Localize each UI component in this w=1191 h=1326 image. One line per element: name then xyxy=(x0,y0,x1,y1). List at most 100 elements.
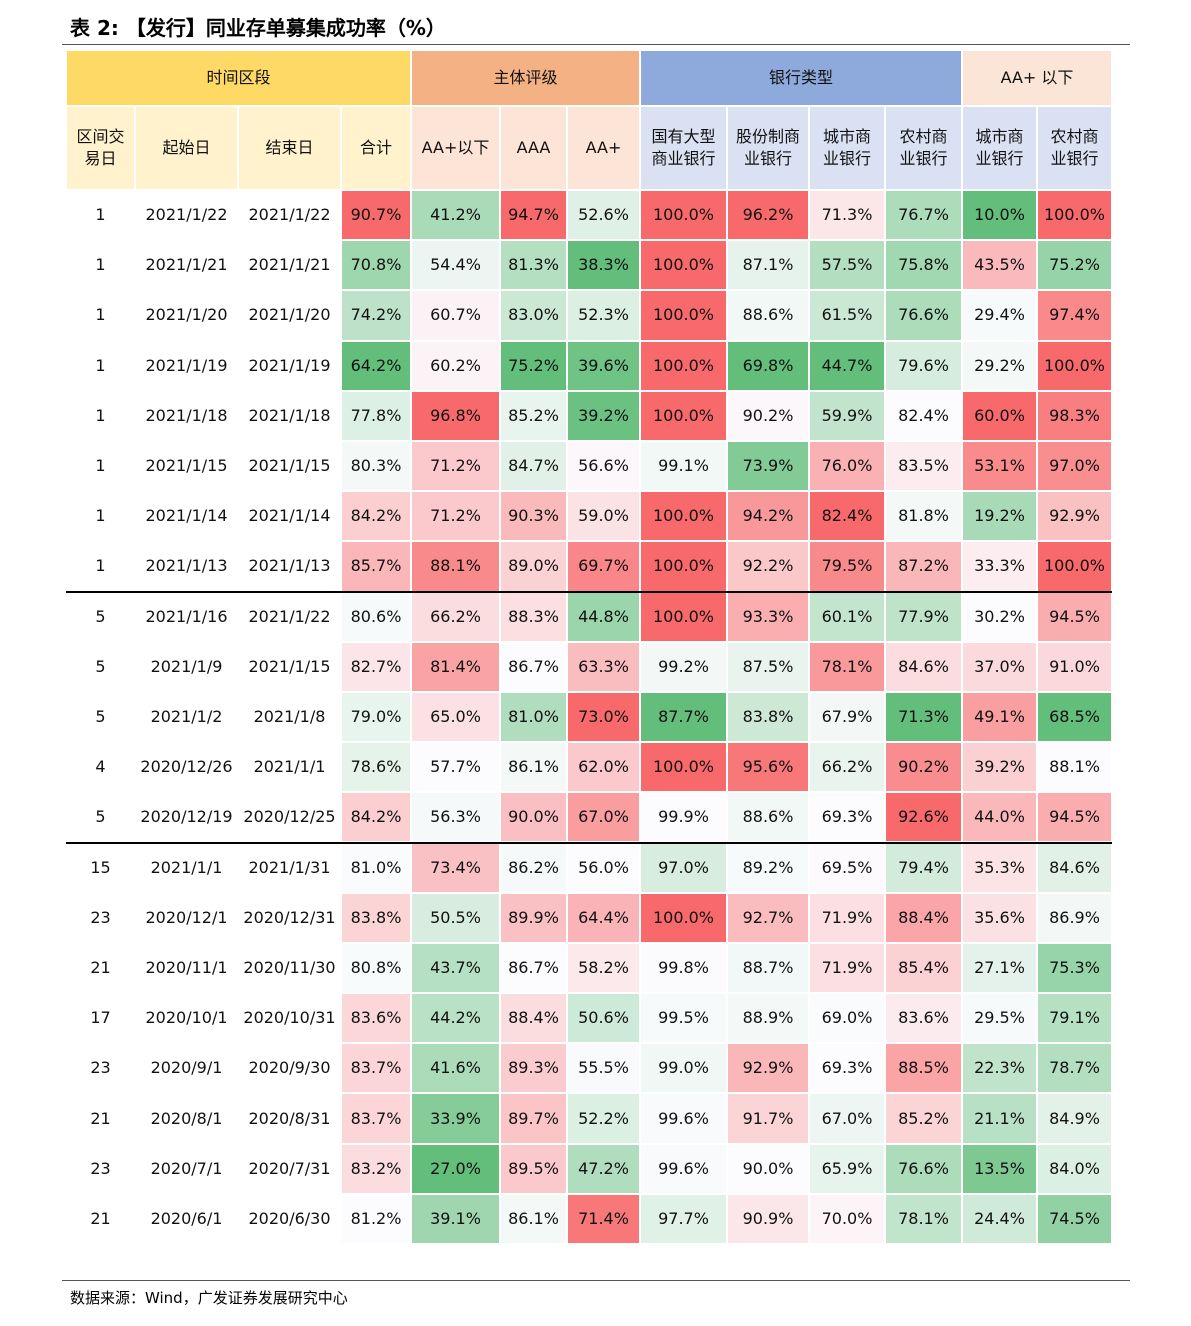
heat-cell: 76.6% xyxy=(885,1143,962,1194)
heat-cell: 71.2% xyxy=(411,440,500,492)
column-header: 农村商 业银行 xyxy=(1037,106,1112,190)
heat-cell: 21.1% xyxy=(962,1093,1037,1144)
heat-cell: 61.5% xyxy=(809,290,885,341)
heat-cell: 89.5% xyxy=(500,1143,567,1194)
heat-cell: 84.7% xyxy=(500,440,567,492)
heat-cell: 100.0% xyxy=(640,491,727,542)
heat-cell: 37.0% xyxy=(962,641,1037,692)
heat-cell: 90.2% xyxy=(727,390,809,441)
table-cell: 1 xyxy=(66,390,135,441)
heat-cell: 88.4% xyxy=(500,993,567,1044)
heat-cell: 88.6% xyxy=(727,792,809,843)
source-note: 数据来源：Wind，广发证券发展研究中心 xyxy=(70,1289,348,1307)
heat-cell: 87.7% xyxy=(640,691,727,743)
heat-cell: 71.3% xyxy=(809,190,885,241)
heat-cell: 86.7% xyxy=(500,641,567,692)
group-header: 主体评级 xyxy=(411,50,640,106)
heat-cell: 69.8% xyxy=(727,340,809,391)
heat-cell: 71.2% xyxy=(411,491,500,542)
group-header: 时间区段 xyxy=(66,50,411,106)
heat-cell: 83.8% xyxy=(341,892,411,943)
heat-cell: 77.8% xyxy=(341,390,411,441)
heat-cell: 88.5% xyxy=(885,1043,962,1094)
heat-cell: 92.7% xyxy=(727,892,809,943)
heat-cell: 27.0% xyxy=(411,1143,500,1194)
heat-cell: 91.0% xyxy=(1037,641,1112,692)
column-header: 国有大型 商业银行 xyxy=(640,106,727,190)
table-cell: 2020/7/31 xyxy=(238,1143,341,1194)
table-cell: 2020/12/31 xyxy=(238,892,341,943)
heat-cell: 90.9% xyxy=(727,1193,809,1244)
table-cell: 2021/1/13 xyxy=(135,541,238,592)
heat-cell: 76.6% xyxy=(885,290,962,341)
heat-cell: 81.0% xyxy=(500,691,567,743)
heat-cell: 100.0% xyxy=(640,541,727,592)
heat-cell: 74.2% xyxy=(341,290,411,341)
heat-cell: 78.1% xyxy=(885,1193,962,1244)
heat-cell: 80.8% xyxy=(341,942,411,994)
table-cell: 2020/12/26 xyxy=(135,742,238,793)
heat-cell: 87.5% xyxy=(727,641,809,692)
column-header: 股份制商 业银行 xyxy=(727,106,809,190)
group-header: 银行类型 xyxy=(640,50,962,106)
heat-cell: 84.6% xyxy=(885,641,962,692)
heat-cell: 67.9% xyxy=(809,691,885,743)
heat-cell: 71.9% xyxy=(809,892,885,943)
table-cell: 23 xyxy=(66,1143,135,1194)
heat-cell: 85.7% xyxy=(341,541,411,592)
table-cell: 1 xyxy=(66,541,135,592)
heat-cell: 100.0% xyxy=(640,892,727,943)
heat-cell: 88.9% xyxy=(727,993,809,1044)
heat-cell: 99.6% xyxy=(640,1093,727,1144)
heat-cell: 90.3% xyxy=(500,491,567,542)
heat-cell: 60.0% xyxy=(962,390,1037,441)
heat-cell: 96.2% xyxy=(727,190,809,241)
heat-cell: 44.0% xyxy=(962,792,1037,843)
heat-cell: 33.3% xyxy=(962,541,1037,592)
heat-cell: 88.3% xyxy=(500,591,567,642)
heat-cell: 100.0% xyxy=(640,240,727,291)
heat-cell: 84.0% xyxy=(1037,1143,1112,1194)
heat-cell: 97.7% xyxy=(640,1193,727,1244)
heat-cell: 99.9% xyxy=(640,792,727,843)
heat-cell: 69.5% xyxy=(809,842,885,893)
column-header: AAA xyxy=(500,106,567,190)
heat-cell: 99.8% xyxy=(640,942,727,994)
column-header: 城市商 业银行 xyxy=(809,106,885,190)
table-cell: 2021/1/22 xyxy=(238,591,341,642)
table-cell: 2021/1/21 xyxy=(238,240,341,291)
heat-cell: 88.6% xyxy=(727,290,809,341)
heat-cell: 39.1% xyxy=(411,1193,500,1244)
table-cell: 2021/1/19 xyxy=(238,340,341,391)
heat-cell: 99.5% xyxy=(640,993,727,1044)
table-cell: 2020/12/19 xyxy=(135,792,238,843)
table-cell: 21 xyxy=(66,1193,135,1244)
heat-cell: 60.2% xyxy=(411,340,500,391)
table-title: 表 2: 【发行】同业存单募集成功率（%） xyxy=(70,16,446,40)
heat-cell: 84.6% xyxy=(1037,842,1112,893)
heat-cell: 59.9% xyxy=(809,390,885,441)
heat-cell: 68.5% xyxy=(1037,691,1112,743)
heat-cell: 52.6% xyxy=(567,190,640,241)
heat-cell: 99.1% xyxy=(640,440,727,492)
column-header: AA+以下 xyxy=(411,106,500,190)
table-cell: 2020/10/1 xyxy=(135,993,238,1044)
heat-cell: 92.9% xyxy=(1037,491,1112,542)
heat-cell: 44.2% xyxy=(411,993,500,1044)
heat-cell: 76.0% xyxy=(809,440,885,492)
heat-cell: 84.2% xyxy=(341,792,411,843)
table-cell: 2021/1/20 xyxy=(135,290,238,341)
heat-cell: 82.4% xyxy=(885,390,962,441)
heat-cell: 49.1% xyxy=(962,691,1037,743)
table-cell: 2021/1/1 xyxy=(135,842,238,893)
heat-cell: 24.4% xyxy=(962,1193,1037,1244)
table-cell: 5 xyxy=(66,691,135,743)
table-cell: 2020/6/1 xyxy=(135,1193,238,1244)
table-cell: 1 xyxy=(66,340,135,391)
heat-cell: 43.5% xyxy=(962,240,1037,291)
heat-cell: 89.9% xyxy=(500,892,567,943)
heat-cell: 88.1% xyxy=(1037,742,1112,793)
heat-cell: 91.7% xyxy=(727,1093,809,1144)
heat-cell: 86.1% xyxy=(500,1193,567,1244)
heat-cell: 100.0% xyxy=(640,190,727,241)
